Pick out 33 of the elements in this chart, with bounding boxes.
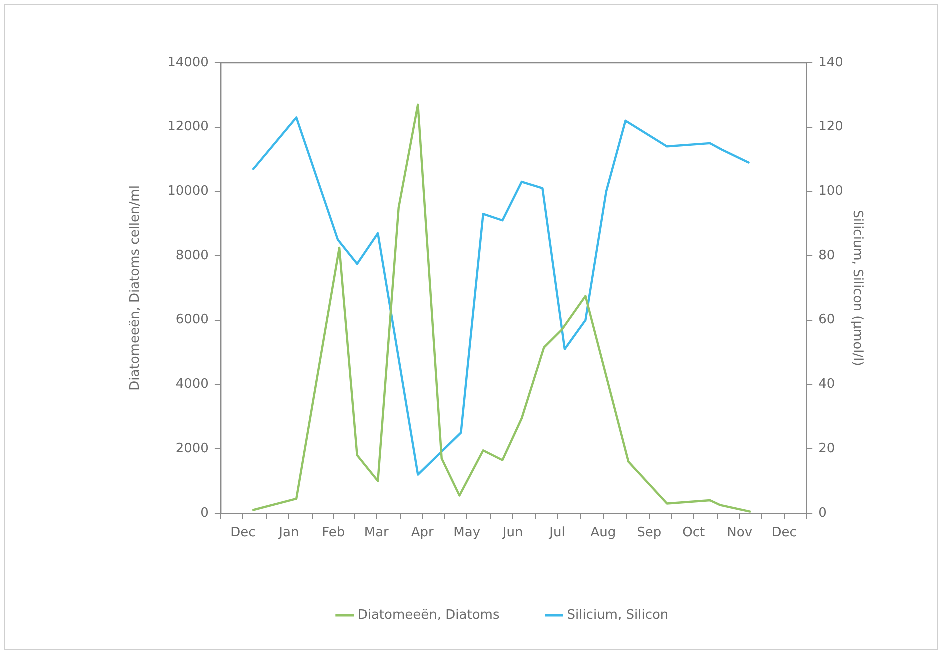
x-tick-label: Dec: [772, 526, 797, 541]
y-tick-label: 14000: [168, 55, 209, 70]
y-tick-label: 0: [200, 506, 209, 521]
x-tick-label: Aug: [590, 526, 616, 541]
y2-tick-label: 60: [818, 312, 836, 328]
y2-tick-label: 40: [818, 377, 836, 392]
x-tick-label: Dec: [230, 526, 256, 541]
y-axis-title: Diatomeeën, Diatoms cellen/ml: [128, 186, 144, 391]
x-tick-label: Jun: [502, 526, 524, 541]
x-tick-label: Oct: [682, 526, 706, 541]
y2-tick-label: 80: [818, 248, 836, 264]
y-tick-label: 12000: [168, 120, 209, 135]
x-tick-label: Sep: [637, 526, 662, 541]
y2-tick-label: 120: [818, 120, 844, 135]
x-tick-label: Mar: [364, 526, 390, 541]
x-tick-label: May: [454, 526, 481, 541]
y2-tick-label: 20: [818, 441, 836, 456]
x-tick-label: Jan: [278, 526, 300, 541]
y-tick-label: 2000: [176, 441, 209, 456]
x-tick-label: Apr: [411, 526, 434, 541]
y-tick-label: 10000: [168, 184, 209, 200]
x-tick-label: Nov: [727, 526, 753, 541]
y-tick-label: 4000: [176, 377, 209, 392]
y2-tick-label: 0: [818, 506, 827, 521]
y2-axis-title: Silicium, Silicon (µmol/l): [850, 210, 865, 366]
legend-label: Silicium, Silicon: [567, 608, 669, 623]
x-tick-label: Jul: [548, 526, 566, 541]
x-tick-label: Feb: [322, 526, 346, 541]
legend-label: Diatomeeën, Diatoms: [358, 608, 500, 623]
y2-tick-label: 140: [818, 55, 844, 70]
y-tick-label: 8000: [176, 248, 209, 264]
y-tick-label: 6000: [176, 312, 209, 328]
y2-tick-label: 100: [818, 184, 844, 200]
